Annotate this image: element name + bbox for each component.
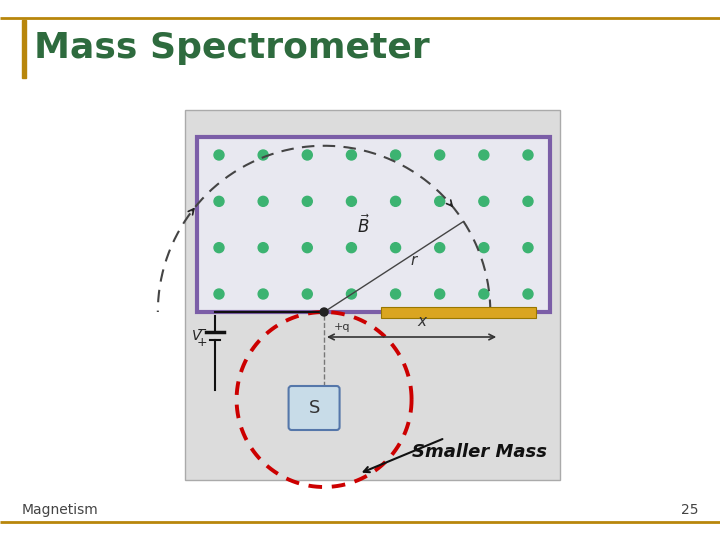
Circle shape: [435, 197, 445, 206]
Circle shape: [479, 150, 489, 160]
Text: x: x: [417, 314, 426, 329]
Circle shape: [302, 197, 312, 206]
Bar: [22, 20, 25, 78]
Circle shape: [214, 242, 224, 253]
Circle shape: [214, 197, 224, 206]
Circle shape: [214, 150, 224, 160]
Circle shape: [435, 289, 445, 299]
Circle shape: [302, 289, 312, 299]
Circle shape: [523, 197, 533, 206]
Circle shape: [346, 197, 356, 206]
Text: Mass Spectrometer: Mass Spectrometer: [34, 31, 430, 65]
Text: $\vec{B}$: $\vec{B}$: [357, 214, 371, 237]
Text: V: V: [192, 329, 202, 343]
Circle shape: [346, 150, 356, 160]
Circle shape: [523, 242, 533, 253]
Circle shape: [523, 289, 533, 299]
Circle shape: [479, 289, 489, 299]
Text: Magnetism: Magnetism: [22, 503, 99, 517]
Circle shape: [390, 289, 400, 299]
Text: +: +: [197, 335, 207, 348]
FancyBboxPatch shape: [289, 386, 340, 430]
Circle shape: [214, 289, 224, 299]
Circle shape: [258, 289, 268, 299]
Text: 25: 25: [680, 503, 698, 517]
Circle shape: [523, 150, 533, 160]
Text: −: −: [197, 323, 207, 336]
Circle shape: [390, 197, 400, 206]
Circle shape: [479, 197, 489, 206]
Circle shape: [346, 289, 356, 299]
Circle shape: [346, 242, 356, 253]
Circle shape: [258, 150, 268, 160]
Bar: [381, 307, 536, 318]
Text: S: S: [308, 399, 320, 417]
Circle shape: [435, 150, 445, 160]
Circle shape: [302, 150, 312, 160]
Bar: [197, 137, 550, 312]
Circle shape: [258, 197, 268, 206]
Text: Smaller Mass: Smaller Mass: [413, 443, 547, 461]
Circle shape: [390, 150, 400, 160]
Circle shape: [390, 242, 400, 253]
Circle shape: [258, 242, 268, 253]
Text: r: r: [410, 253, 417, 268]
Circle shape: [320, 308, 328, 316]
Text: +q: +q: [334, 322, 351, 332]
Circle shape: [435, 242, 445, 253]
Circle shape: [302, 242, 312, 253]
Circle shape: [479, 242, 489, 253]
Bar: [185, 110, 560, 480]
